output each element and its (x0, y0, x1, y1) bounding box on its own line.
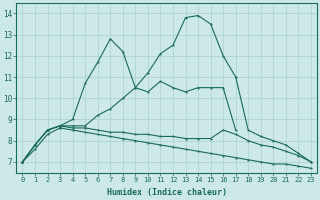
X-axis label: Humidex (Indice chaleur): Humidex (Indice chaleur) (107, 188, 227, 197)
